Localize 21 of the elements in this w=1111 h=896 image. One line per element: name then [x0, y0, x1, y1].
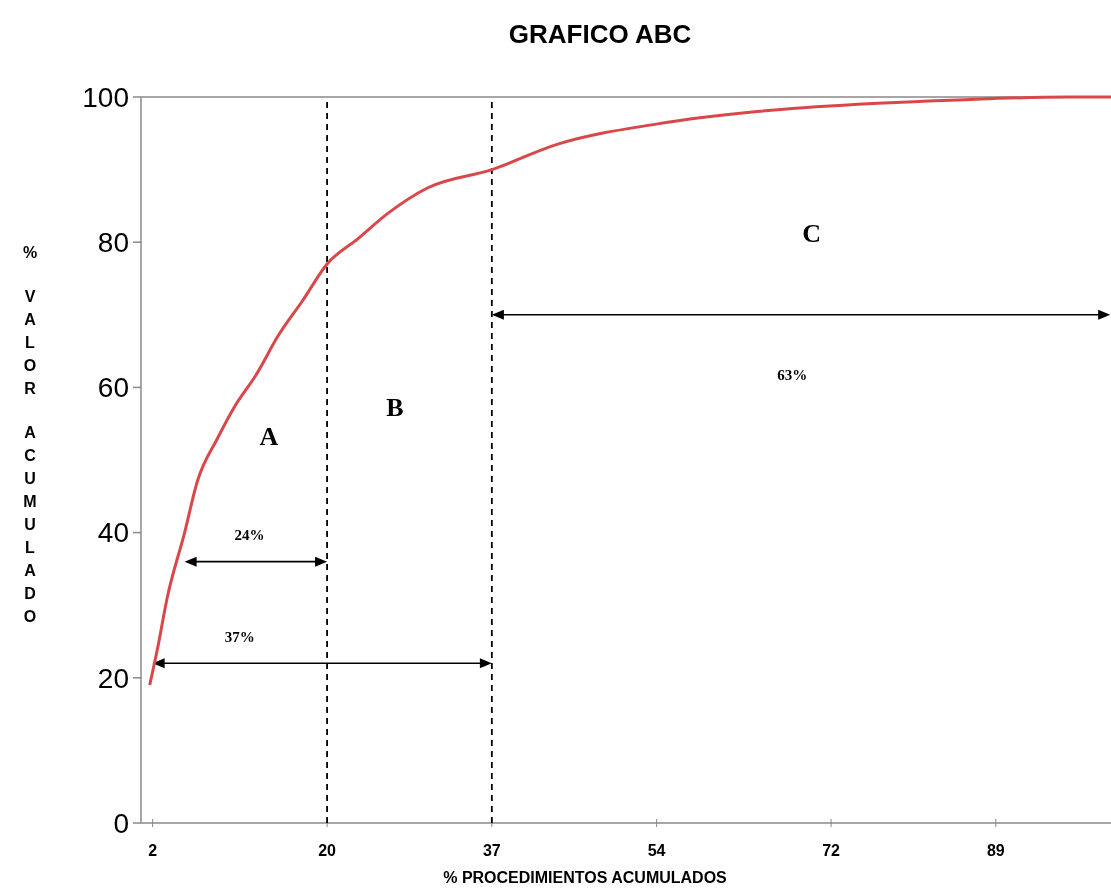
y-tick-label: 60 — [97, 372, 129, 404]
annotation: A — [259, 422, 279, 452]
x-tick-label: 72 — [822, 842, 841, 859]
y-tick-label: 40 — [97, 517, 129, 549]
text: % VALOR ACUMULADO — [22, 244, 38, 625]
annotation: 37% — [224, 628, 255, 645]
x-tick-label: 89 — [986, 842, 1005, 859]
chart-title: GRAFICO ABC — [508, 19, 692, 49]
x-tick-label: 37 — [482, 842, 501, 859]
y-tick-label: 0 — [113, 807, 129, 839]
x-axis-title: % PROCEDIMIENTOS ACUMULADOS — [443, 869, 728, 886]
annotation: 24% — [234, 526, 265, 543]
x-tick-label: 20 — [318, 842, 337, 859]
x-tick-label: 2 — [148, 842, 158, 859]
y-tick-label: 80 — [97, 227, 129, 258]
annotation: 63% — [777, 367, 808, 384]
annotation: B — [386, 393, 404, 423]
y-tick-label: 100 — [82, 81, 129, 113]
annotation: C — [802, 219, 822, 249]
x-tick-label: 54 — [647, 842, 666, 859]
y-tick-label: 20 — [97, 662, 129, 694]
